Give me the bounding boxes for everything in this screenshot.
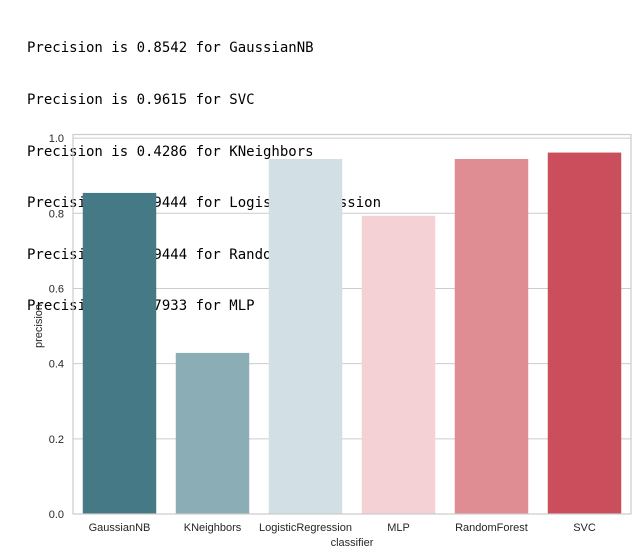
- axes-frame: [72, 133, 632, 515]
- y-tick-label: 0.0: [49, 509, 64, 521]
- bar-KNeighbors: [175, 352, 250, 514]
- x-tick-label: LogisticRegression: [259, 522, 352, 534]
- bar-GaussianNB: [82, 192, 157, 515]
- x-axis-label: classifier: [331, 537, 374, 549]
- y-tick-label: 1.0: [49, 133, 64, 145]
- output-line: Precision is 0.9615 for SVC: [27, 92, 255, 109]
- y-tick-label: 0.2: [49, 434, 64, 446]
- y-axis-label: precision: [33, 304, 45, 348]
- y-tick-label: 0.6: [49, 283, 64, 295]
- bar-LogisticRegression: [268, 159, 343, 514]
- output-line: Precision is 0.8542 for GaussianNB: [27, 40, 314, 57]
- x-tick-label: SVC: [573, 522, 596, 534]
- x-tick-label: RandomForest: [455, 522, 528, 534]
- y-tick-label: 0.8: [49, 208, 64, 220]
- output-line: Precision is 0.4286 for KNeighbors: [27, 143, 314, 160]
- x-tick-label: KNeighbors: [184, 522, 242, 534]
- bar-RandomForest: [454, 159, 529, 514]
- bar-SVC: [547, 152, 622, 514]
- x-tick-label: GaussianNB: [89, 522, 151, 534]
- bar-MLP: [361, 215, 436, 515]
- x-tick-label: MLP: [387, 522, 410, 534]
- y-tick-label: 0.4: [49, 359, 64, 371]
